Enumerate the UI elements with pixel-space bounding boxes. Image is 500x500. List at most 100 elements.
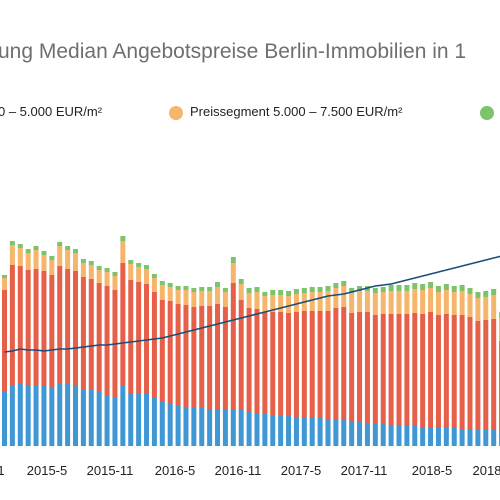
- bar-segment-3-17: [136, 263, 142, 267]
- bar-segment-2-59: [467, 294, 473, 317]
- bar-segment-3-57: [451, 286, 457, 292]
- bar-segment-2-23: [183, 290, 189, 305]
- bar-segment-1-47: [372, 315, 378, 424]
- bars-layer: [2, 236, 500, 446]
- bar-segment-2-8: [65, 250, 71, 269]
- bar-segment-1-13: [104, 286, 110, 395]
- bar-segment-2-32: [254, 292, 260, 309]
- bar-segment-1-10: [80, 277, 86, 389]
- bar-segment-2-61: [483, 297, 489, 320]
- bar-segment-1-2: [17, 266, 23, 384]
- bar-segment-1-49: [388, 314, 394, 425]
- bar-segment-1-5: [41, 271, 47, 385]
- bar-segment-2-25: [199, 291, 205, 306]
- bar-segment-0-32: [254, 413, 260, 446]
- bar-segment-1-0: [2, 290, 7, 392]
- bar-segment-3-15: [120, 236, 126, 241]
- bar-segment-3-13: [104, 268, 110, 272]
- x-tick-label: 2018: [473, 463, 500, 478]
- chart-title: ung Median Angebotspreise Berlin-Immobil…: [0, 40, 467, 63]
- bar-segment-0-14: [112, 397, 118, 446]
- bar-segment-3-23: [183, 286, 189, 290]
- bar-segment-1-18: [144, 284, 150, 394]
- bar-segment-3-54: [428, 282, 434, 288]
- bar-segment-3-31: [246, 288, 252, 293]
- bar-segment-0-50: [396, 425, 402, 446]
- bar-segment-0-5: [41, 385, 47, 446]
- bar-segment-3-43: [341, 281, 347, 286]
- bar-segment-2-11: [88, 265, 94, 279]
- bar-segment-3-26: [207, 287, 213, 291]
- bar-segment-0-40: [317, 418, 323, 446]
- bar-segment-1-1: [9, 265, 15, 385]
- bar-segment-1-44: [349, 313, 355, 421]
- bar-segment-0-12: [96, 391, 102, 446]
- bar-segment-0-34: [270, 415, 276, 446]
- bar-segment-1-27: [215, 304, 221, 409]
- bar-segment-1-23: [183, 305, 189, 407]
- bar-segment-1-8: [65, 269, 71, 384]
- bar-segment-1-62: [491, 319, 497, 430]
- median-trend-line: [4, 255, 500, 353]
- bar-segment-1-19: [151, 292, 157, 398]
- bar-segment-1-21: [167, 301, 173, 404]
- bar-segment-2-2: [17, 248, 23, 266]
- bar-segment-3-29: [230, 257, 236, 263]
- bar-segment-1-33: [262, 312, 268, 414]
- bar-segment-3-33: [262, 292, 268, 296]
- x-tick-label: 2017-5: [281, 463, 321, 478]
- bar-segment-0-15: [120, 386, 126, 446]
- bar-segment-1-53: [420, 314, 426, 427]
- bar-segment-1-54: [428, 312, 434, 427]
- bar-segment-0-44: [349, 421, 355, 446]
- bar-segment-3-10: [80, 259, 86, 263]
- bar-segment-0-18: [144, 394, 150, 446]
- bar-segment-2-21: [167, 287, 173, 301]
- bar-segment-3-4: [33, 246, 39, 250]
- bar-segment-0-58: [459, 429, 465, 446]
- bar-segment-0-26: [207, 409, 213, 446]
- bar-segment-3-7: [57, 242, 63, 246]
- bar-segment-0-10: [80, 389, 86, 446]
- bar-segment-2-55: [435, 292, 441, 315]
- bar-segment-2-17: [136, 267, 142, 282]
- bar-segment-1-11: [88, 279, 94, 390]
- bar-segment-1-28: [222, 307, 228, 409]
- bar-segment-2-13: [104, 272, 110, 286]
- bar-segment-1-30: [238, 300, 244, 409]
- bar-segment-0-3: [25, 385, 31, 446]
- bar-segment-2-44: [349, 293, 355, 313]
- bar-segment-2-46: [364, 291, 370, 312]
- bar-segment-2-19: [151, 278, 157, 292]
- bar-segment-1-48: [380, 314, 386, 424]
- bar-segment-0-53: [420, 427, 426, 446]
- bar-segment-3-36: [286, 291, 292, 296]
- bar-segment-0-57: [451, 428, 457, 446]
- bar-segment-0-17: [136, 394, 142, 446]
- x-tick-label: 2018-5: [412, 463, 452, 478]
- bar-segment-2-9: [73, 253, 79, 271]
- bar-segment-3-35: [278, 290, 284, 295]
- bar-segment-3-41: [325, 286, 331, 291]
- bar-segment-0-52: [412, 426, 418, 446]
- bar-segment-0-9: [73, 385, 79, 446]
- bar-segment-1-56: [443, 314, 449, 428]
- bar-segment-3-2: [17, 244, 23, 248]
- bar-segment-0-60: [475, 430, 481, 446]
- bar-segment-0-0: [2, 392, 7, 446]
- bar-segment-1-50: [396, 314, 402, 425]
- bar-segment-3-47: [372, 288, 378, 293]
- x-tick-label: 2017-11: [341, 463, 388, 478]
- bar-segment-2-18: [144, 269, 150, 284]
- bar-segment-3-12: [96, 266, 102, 270]
- bar-segment-2-22: [175, 290, 181, 304]
- bar-segment-0-33: [262, 414, 268, 446]
- bar-segment-2-42: [333, 288, 339, 308]
- bar-segment-2-53: [420, 290, 426, 314]
- bar-segment-0-59: [467, 429, 473, 446]
- bar-segment-0-45: [357, 422, 363, 446]
- bar-segment-2-48: [380, 292, 386, 314]
- bar-segment-2-29: [230, 263, 236, 283]
- legend-swatch-segment-high: [480, 106, 494, 120]
